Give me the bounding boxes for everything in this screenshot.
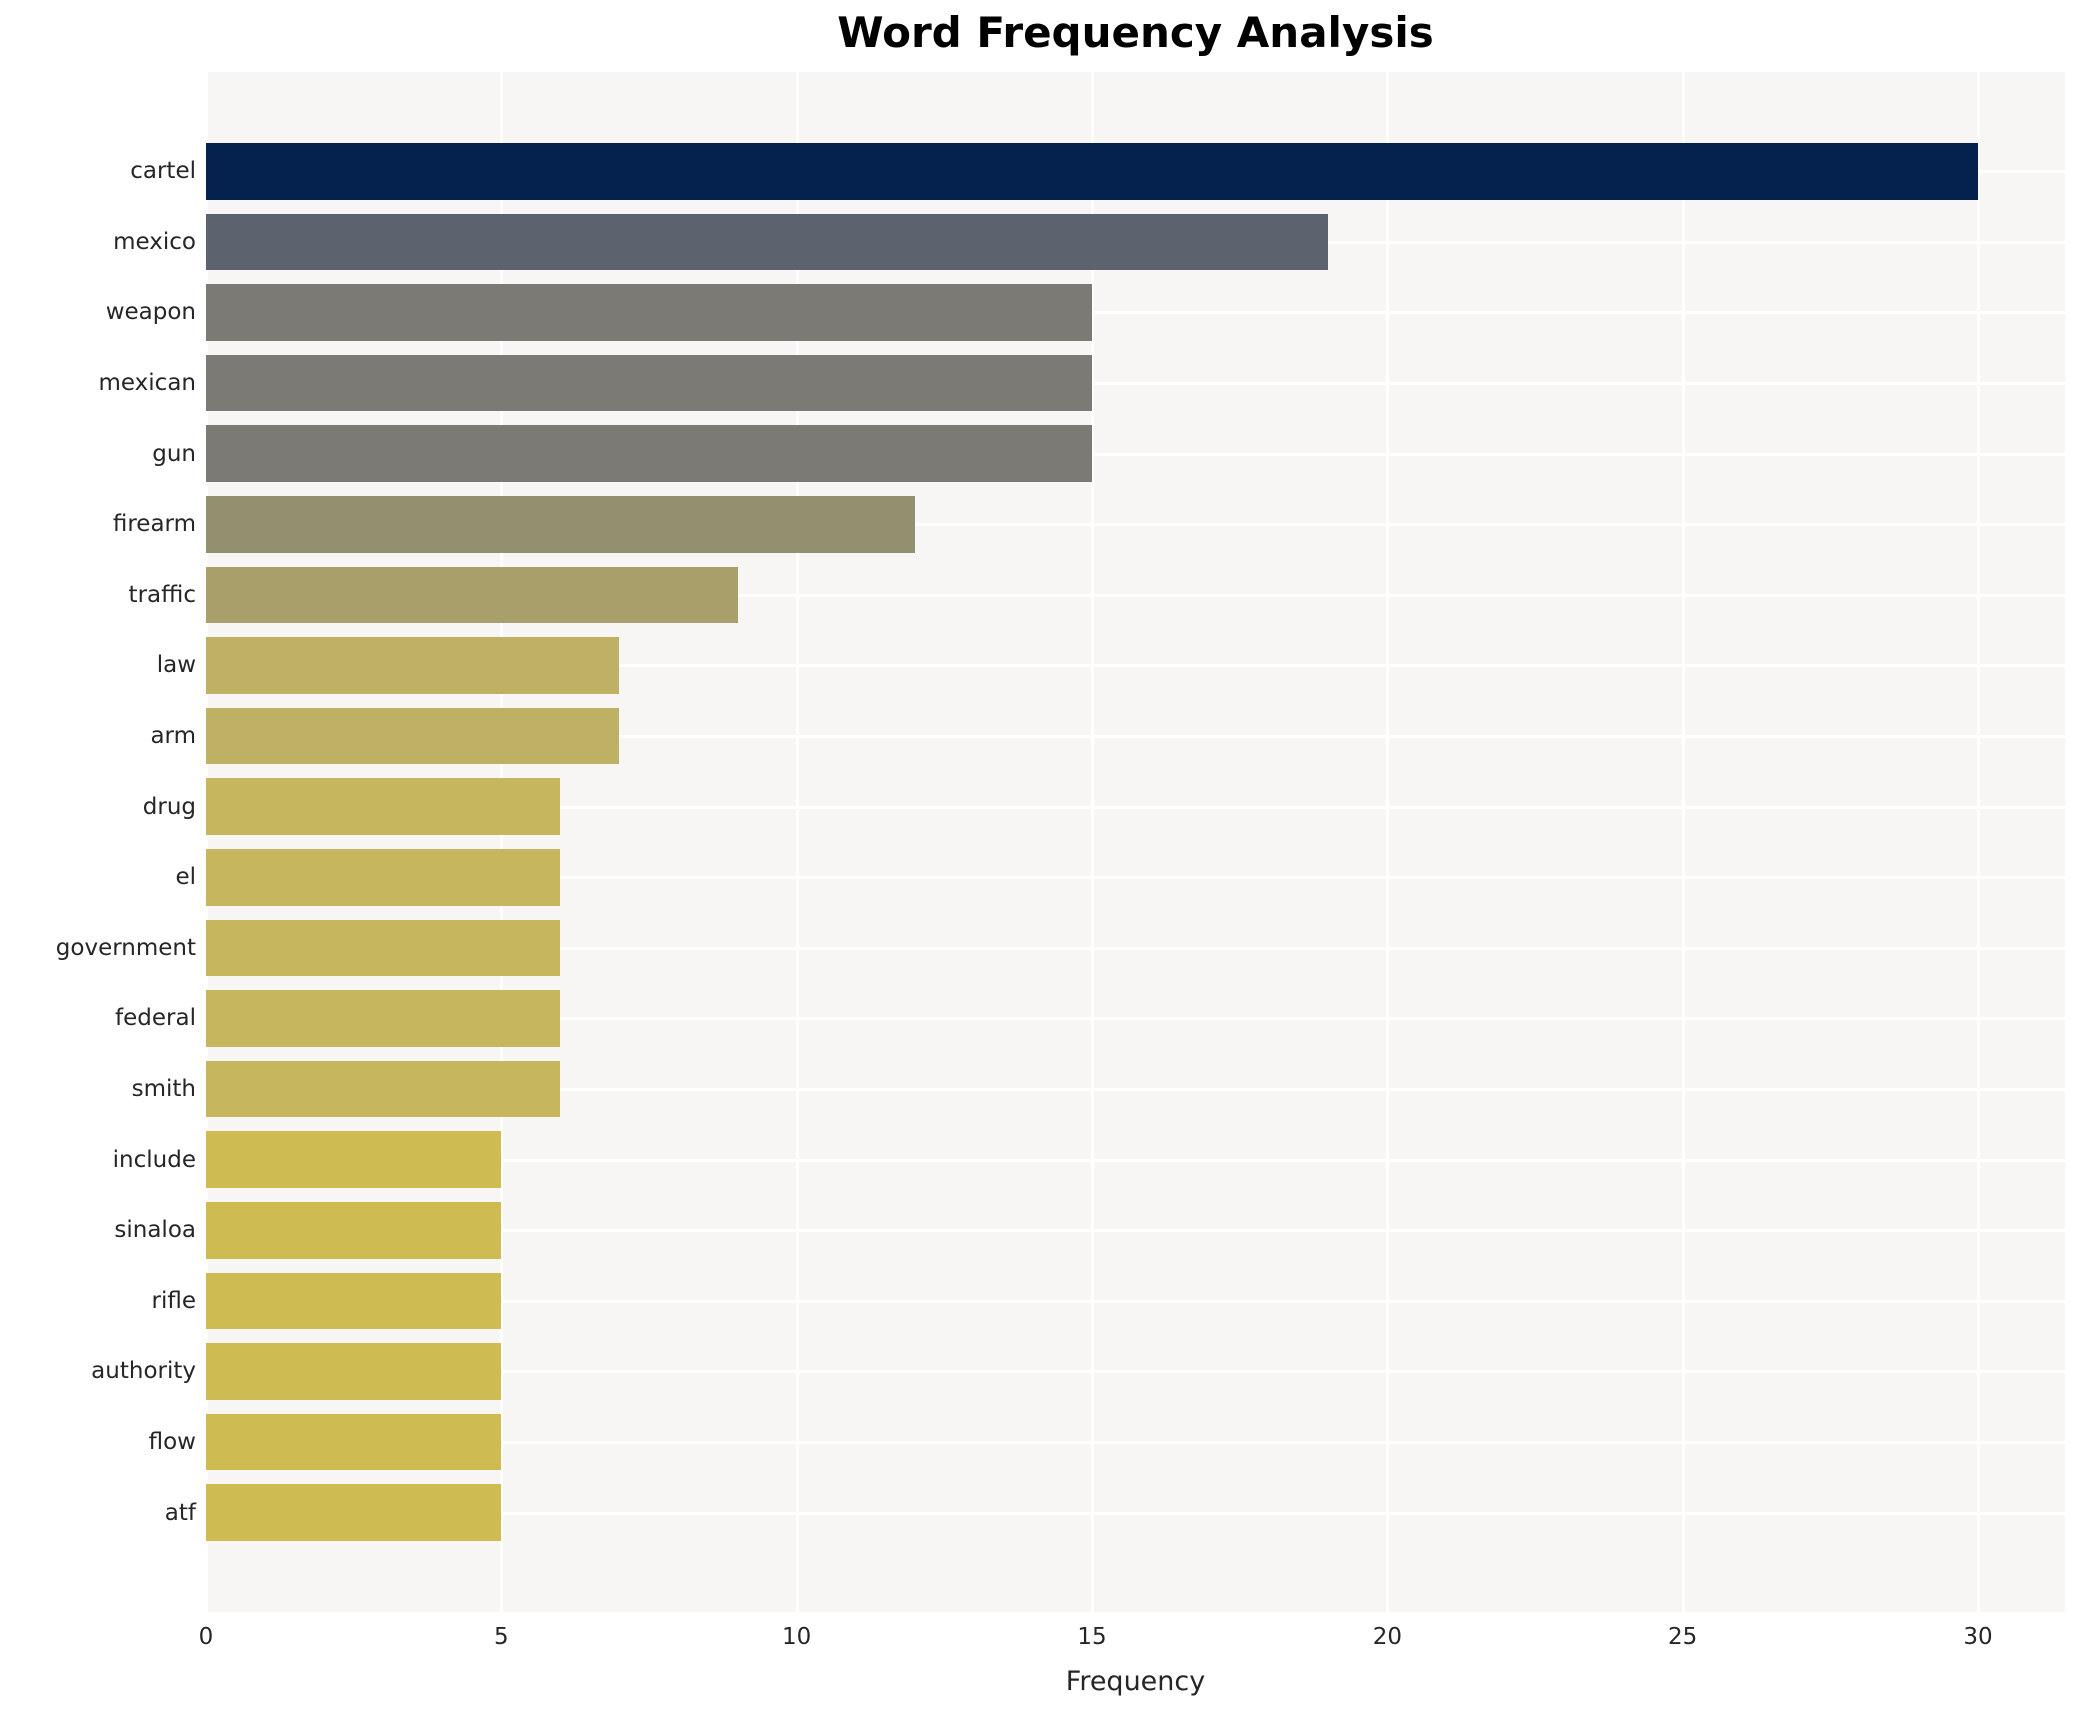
x-tick-label-15: 15 (1077, 1624, 1107, 1650)
y-tick-label-weapon: weapon (105, 299, 196, 326)
gridline-y-include (206, 1158, 2065, 1162)
gridline-x-10 (795, 72, 799, 1612)
y-tick-label-law: law (156, 652, 196, 679)
y-tick-label-include: include (112, 1146, 196, 1173)
bar-government (206, 919, 561, 977)
x-tick-label-25: 25 (1668, 1624, 1698, 1650)
y-tick-label-traffic: traffic (128, 581, 196, 608)
bar-atf (206, 1484, 502, 1541)
gridline-y-arm (206, 735, 2065, 739)
gridline-y-federal (206, 1017, 2065, 1021)
gridline-y-gun (206, 452, 2065, 456)
gridline-x-5 (500, 72, 504, 1612)
bar-smith (206, 1060, 561, 1118)
bar-law (206, 637, 620, 694)
bar-weapon (206, 284, 1092, 341)
bar-drug (206, 778, 561, 835)
gridline-y-atf (206, 1511, 2065, 1515)
gridline-y-law (206, 664, 2065, 668)
bar-authority (206, 1343, 502, 1400)
bar-arm (206, 707, 620, 765)
gridline-x-25 (1681, 72, 1685, 1612)
gridline-y-weapon (206, 311, 2065, 315)
gridline-x-0 (205, 72, 208, 1612)
y-tick-label-federal: federal (115, 1005, 196, 1032)
gridline-y-government (206, 946, 2065, 950)
y-tick-label-sinaloa: sinaloa (114, 1217, 196, 1244)
x-tick-label-30: 30 (1963, 1624, 1993, 1650)
y-tick-label-government: government (55, 934, 196, 961)
y-tick-label-authority: authority (91, 1358, 196, 1385)
gridline-y-traffic (206, 593, 2065, 597)
plot-area (205, 72, 2065, 1612)
bar-federal (206, 990, 561, 1047)
x-tick-label-0: 0 (198, 1624, 214, 1650)
y-tick-label-el: el (175, 864, 196, 891)
bar-mexican (206, 354, 1092, 412)
gridline-y-el (206, 876, 2065, 880)
y-tick-label-atf: atf (164, 1499, 196, 1526)
bar-el (206, 849, 561, 906)
bar-rifle (206, 1272, 502, 1330)
y-tick-label-smith: smith (131, 1076, 196, 1103)
y-tick-label-drug: drug (142, 793, 196, 820)
bar-firearm (206, 496, 915, 553)
gridline-x-20 (1386, 72, 1390, 1612)
x-tick-label-20: 20 (1372, 1624, 1402, 1650)
gridline-y-mexican (206, 382, 2065, 386)
bar-traffic (206, 566, 738, 624)
y-tick-label-cartel: cartel (130, 158, 196, 185)
x-tick-label-5: 5 (494, 1624, 509, 1650)
x-axis-title: Frequency (1065, 1666, 1206, 1697)
gridline-y-smith (206, 1088, 2065, 1092)
gridline-y-flow (206, 1441, 2065, 1445)
chart-title: Word Frequency Analysis (837, 8, 1434, 57)
gridline-y-drug (206, 805, 2065, 809)
bar-flow (206, 1413, 502, 1471)
gridline-y-firearm (206, 523, 2065, 527)
gridline-y-sinaloa (206, 1229, 2065, 1233)
y-tick-label-mexican: mexican (98, 370, 196, 397)
gridline-y-rifle (206, 1299, 2065, 1303)
bar-cartel (206, 143, 1978, 200)
y-tick-label-rifle: rifle (151, 1287, 196, 1314)
y-tick-label-flow: flow (148, 1429, 196, 1456)
bar-mexico (206, 213, 1329, 271)
bar-gun (206, 425, 1092, 482)
bar-sinaloa (206, 1202, 502, 1259)
y-tick-label-mexico: mexico (113, 228, 196, 255)
gridline-y-authority (206, 1370, 2065, 1374)
bar-include (206, 1131, 502, 1188)
y-tick-label-arm: arm (150, 723, 196, 750)
gridline-x-15 (1091, 72, 1094, 1612)
y-tick-label-gun: gun (152, 440, 196, 467)
y-tick-label-firearm: firearm (112, 511, 196, 538)
x-tick-label-10: 10 (782, 1624, 812, 1650)
gridline-x-30 (1977, 72, 1980, 1612)
